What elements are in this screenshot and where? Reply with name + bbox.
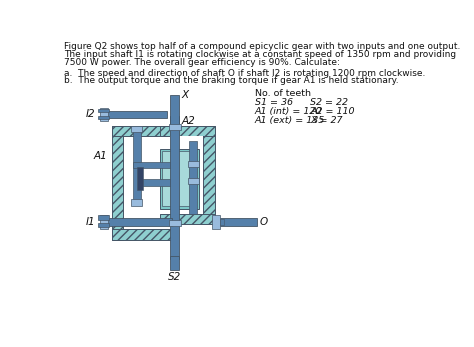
Text: S1: S1 xyxy=(174,185,187,194)
Bar xyxy=(131,200,142,206)
Text: The input shaft I1 is rotating clockwise at a constant speed of 1350 rpm and pro: The input shaft I1 is rotating clockwise… xyxy=(64,50,456,59)
Bar xyxy=(102,111,167,118)
Bar xyxy=(170,256,179,270)
Text: b.  The output torque and the braking torque if gear A1 is held stationary.: b. The output torque and the braking tor… xyxy=(64,76,399,85)
Text: X = 27: X = 27 xyxy=(310,116,343,125)
Bar xyxy=(112,126,123,239)
Bar xyxy=(160,149,199,209)
Bar xyxy=(188,161,199,167)
Text: Figure Q2 shows top half of a compound epicyclic gear with two inputs and one ou: Figure Q2 shows top half of a compound e… xyxy=(64,42,460,51)
Text: S2 = 22: S2 = 22 xyxy=(310,98,348,107)
Text: No. of teeth: No. of teeth xyxy=(255,88,310,98)
Bar xyxy=(188,178,199,184)
Text: A2: A2 xyxy=(182,116,195,126)
Bar xyxy=(98,109,109,112)
Bar xyxy=(160,126,215,136)
Bar xyxy=(190,141,197,214)
Bar xyxy=(140,179,171,186)
Text: S1 = 36: S1 = 36 xyxy=(255,98,292,107)
Text: 7500 W power. The overall gear efficiency is 90%. Calculate:: 7500 W power. The overall gear efficienc… xyxy=(64,58,340,67)
Bar xyxy=(98,215,109,220)
Bar xyxy=(133,162,175,168)
Text: A2 = 110: A2 = 110 xyxy=(310,107,355,116)
Bar xyxy=(220,219,224,225)
Bar xyxy=(170,95,179,126)
Bar xyxy=(169,124,181,130)
Bar xyxy=(214,218,257,226)
Bar xyxy=(133,126,141,203)
Bar xyxy=(98,222,109,227)
Bar xyxy=(112,229,171,239)
Text: A1 (int) = 120: A1 (int) = 120 xyxy=(255,107,322,116)
Bar xyxy=(100,108,108,121)
Bar xyxy=(169,220,181,226)
Text: I2: I2 xyxy=(86,109,96,119)
Text: a.  The speed and direction of shaft O if shaft I2 is rotating 1200 rpm clockwis: a. The speed and direction of shaft O if… xyxy=(64,69,425,78)
Bar xyxy=(112,126,171,136)
Text: X: X xyxy=(182,90,189,100)
Text: A1: A1 xyxy=(93,151,107,161)
Bar xyxy=(98,116,109,119)
Bar xyxy=(162,151,196,206)
Text: O: O xyxy=(259,217,267,227)
Bar xyxy=(131,126,142,132)
Text: I1: I1 xyxy=(86,217,96,227)
Bar xyxy=(170,136,202,214)
Text: S2: S2 xyxy=(168,272,182,282)
Bar xyxy=(137,167,143,190)
Bar xyxy=(202,126,215,224)
Bar xyxy=(160,214,215,224)
Bar xyxy=(212,215,219,229)
Bar xyxy=(102,218,172,226)
Bar xyxy=(170,116,179,259)
Text: A1 (ext) = 135: A1 (ext) = 135 xyxy=(255,116,325,125)
Bar xyxy=(100,215,108,229)
